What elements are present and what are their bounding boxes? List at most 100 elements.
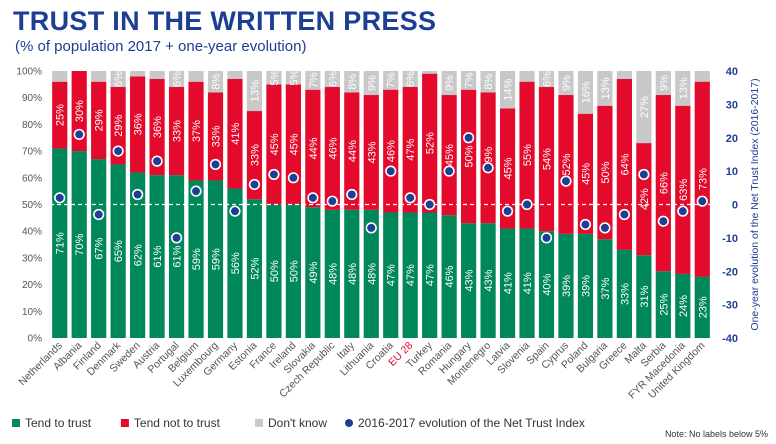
bar-trust — [305, 207, 321, 338]
bar-not-trust — [499, 108, 516, 229]
bar-not-trust — [402, 87, 418, 213]
label-trust: 40% — [542, 273, 554, 295]
label-trust: 48% — [347, 263, 359, 285]
label-dont-know: 6% — [405, 71, 417, 87]
y-tick-label-left: 0% — [28, 334, 43, 345]
evolution-point — [521, 198, 533, 211]
bar-dont-know — [461, 71, 477, 90]
evolution-point — [307, 192, 319, 204]
label-trust: 43% — [464, 269, 476, 291]
bar-trust — [266, 204, 282, 338]
chart-subtitle: (% of population 2017 + one-year evoluti… — [15, 38, 307, 55]
bar-trust — [616, 249, 632, 338]
bar-dont-know — [480, 71, 496, 93]
bar-dont-know — [207, 71, 224, 93]
bar-not-trust — [324, 87, 340, 210]
label-dont-know: 6% — [113, 71, 125, 87]
label-dont-know: 27% — [639, 96, 651, 118]
y-tick-label-left: 40% — [22, 227, 42, 238]
label-trust: 49% — [308, 261, 320, 283]
bar-not-trust — [616, 79, 632, 250]
y-axis-title-right: One-year evolution of the Net Trust Inde… — [749, 78, 761, 330]
label-trust: 47% — [386, 264, 398, 286]
y-tick-label-right: 30 — [726, 99, 738, 111]
bar-dont-know — [441, 71, 457, 96]
label-trust: 41% — [503, 272, 515, 294]
bar-dont-know — [305, 71, 321, 90]
bar-trust — [538, 231, 555, 338]
label-dont-know: 16% — [580, 81, 592, 103]
bar-not-trust — [52, 81, 68, 149]
bar-dont-know — [110, 71, 126, 88]
evolution-point — [365, 222, 377, 234]
bar-not-trust — [461, 89, 477, 224]
label-not-trust: 46% — [386, 140, 398, 162]
legend-label: Don't know — [268, 416, 327, 430]
label-trust: 48% — [327, 263, 339, 285]
label-dont-know: 9% — [366, 75, 378, 91]
y-tick-label-right: 0 — [732, 200, 738, 212]
evolution-point — [424, 198, 436, 211]
evolution-point — [657, 215, 669, 227]
bar-not-trust — [383, 89, 399, 213]
y-tick-label-left: 30% — [22, 253, 42, 264]
evolution-point — [209, 158, 222, 171]
label-not-trust: 46% — [327, 137, 339, 159]
label-not-trust: 73% — [697, 168, 709, 190]
legend-label: Tend not to trust — [134, 416, 221, 430]
bar-dont-know — [499, 71, 516, 109]
evolution-point — [93, 208, 105, 221]
bar-trust — [227, 188, 243, 338]
evolution-point — [599, 222, 611, 234]
bar-not-trust — [227, 79, 243, 189]
label-not-trust: 33% — [249, 144, 261, 166]
label-not-trust: 36% — [133, 113, 145, 135]
label-dont-know: 8% — [347, 74, 359, 90]
label-trust: 65% — [113, 240, 125, 262]
label-not-trust: 66% — [658, 172, 670, 194]
bar-not-trust — [655, 95, 671, 272]
bar-not-trust — [422, 73, 438, 213]
label-trust: 31% — [639, 285, 651, 307]
bar-dont-know — [324, 71, 340, 88]
bar-dont-know — [227, 71, 243, 80]
bar-not-trust — [363, 95, 379, 210]
bar-dont-know — [655, 71, 671, 96]
bar-not-trust — [558, 95, 574, 234]
bar-not-trust — [597, 105, 613, 240]
label-dont-know: 7% — [464, 72, 476, 88]
label-not-trust: 47% — [405, 139, 417, 161]
evolution-point — [463, 132, 475, 144]
label-dont-know: 7% — [308, 72, 320, 88]
bar-trust — [285, 204, 301, 338]
bar-dont-know — [266, 71, 282, 85]
label-not-trust: 63% — [678, 179, 690, 201]
bar-trust — [499, 228, 516, 338]
label-dont-know: 13% — [600, 77, 612, 99]
label-trust: 50% — [288, 260, 300, 282]
evolution-point — [638, 168, 650, 181]
bar-trust — [597, 239, 613, 338]
label-dont-know: 6% — [172, 71, 184, 87]
y-tick-label-right: -10 — [722, 233, 738, 245]
evolution-point — [346, 188, 358, 201]
label-trust: 52% — [249, 257, 261, 279]
bar-trust — [324, 209, 340, 338]
bar-trust — [636, 255, 652, 338]
bar-not-trust — [577, 113, 594, 234]
bar-trust — [246, 199, 263, 338]
bar-trust — [519, 228, 535, 338]
y-tick-label-left: 60% — [22, 173, 42, 184]
label-trust: 71% — [55, 232, 67, 254]
label-not-trust: 42% — [639, 188, 651, 210]
bar-dont-know — [538, 71, 555, 88]
evolution-point — [560, 175, 572, 187]
bar-not-trust — [91, 81, 107, 160]
evolution-point — [385, 165, 397, 177]
label-trust: 37% — [600, 277, 612, 299]
evolution-point — [287, 172, 299, 184]
y-tick-label-left: 10% — [22, 307, 42, 318]
bar-trust — [480, 223, 496, 338]
label-trust: 25% — [658, 293, 670, 315]
